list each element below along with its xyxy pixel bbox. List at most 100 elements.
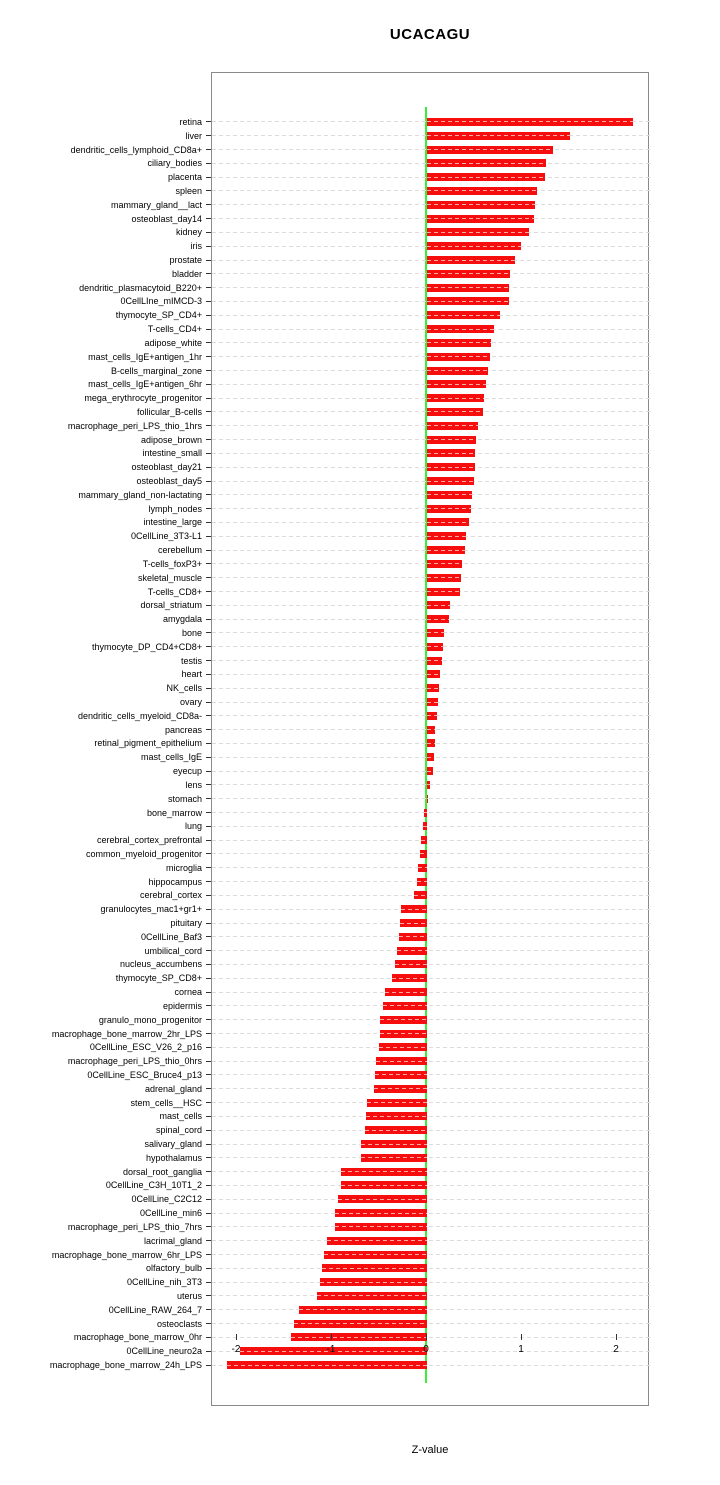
bar-dash-overlay — [427, 604, 450, 606]
bar-dash-overlay — [420, 853, 427, 855]
y-axis-tick — [206, 1198, 211, 1200]
category-label: bladder — [171, 268, 202, 279]
bar — [227, 1361, 427, 1370]
bar — [427, 780, 430, 789]
row-gridline — [212, 1267, 650, 1269]
category-label: adipose_brown — [140, 434, 202, 445]
bar — [427, 615, 449, 624]
row-gridline — [212, 1295, 650, 1297]
bar-row: 0CellLine_RAW_264_7 — [109, 1303, 650, 1317]
bar-dash-overlay — [427, 190, 538, 192]
y-axis-tick — [206, 770, 211, 772]
y-axis-tick — [206, 1295, 211, 1297]
y-axis-tick — [206, 894, 211, 896]
y-axis-tick — [206, 867, 211, 869]
bar-dash-overlay — [427, 383, 486, 385]
y-axis-tick — [206, 1102, 211, 1104]
bar — [427, 435, 477, 444]
row-gridline — [212, 1088, 650, 1090]
bar-dash-overlay — [427, 673, 441, 675]
y-axis-tick — [206, 1309, 211, 1311]
bar-dash-overlay — [427, 480, 474, 482]
y-axis-tick — [206, 342, 211, 344]
y-axis-tick — [206, 908, 211, 910]
y-axis-tick — [206, 452, 211, 454]
bar-row: mega_erythrocyte_progenitor — [84, 391, 650, 405]
bar-row: mast_cells — [159, 1110, 650, 1124]
category-label: adipose_white — [144, 337, 202, 348]
bar-dash-overlay — [385, 991, 427, 993]
bar — [427, 725, 435, 734]
category-label: granulocytes_mac1+gr1+ — [100, 904, 202, 915]
bar — [319, 1278, 427, 1287]
y-axis-tick — [206, 1019, 211, 1021]
y-axis-tick — [206, 508, 211, 510]
category-label: follicular_B-cells — [136, 406, 202, 417]
category-label: 0CellLine_min6 — [139, 1208, 202, 1219]
row-gridline — [212, 798, 650, 800]
bar-row: testis — [181, 654, 650, 668]
category-label: 0CellLine_C2C12 — [131, 1194, 202, 1205]
bar-dash-overlay — [427, 687, 440, 689]
bar-row: 0CellLIne_mIMCD-3 — [120, 295, 650, 309]
category-label: microglia — [165, 862, 202, 873]
bar-dash-overlay — [416, 881, 427, 883]
bar-dash-overlay — [391, 977, 427, 979]
bar — [385, 988, 427, 997]
row-gridline — [212, 1060, 650, 1062]
category-label: macrophage_bone_marrow_0hr — [73, 1332, 202, 1343]
y-axis-tick — [206, 1046, 211, 1048]
bar-dash-overlay — [291, 1336, 427, 1338]
category-label: cerebral_cortex_prefrontal — [96, 835, 202, 846]
bar — [424, 808, 427, 817]
category-label: granulo_mono_progenitor — [98, 1014, 202, 1025]
bar — [327, 1236, 427, 1245]
bar-dash-overlay — [427, 549, 465, 551]
row-gridline — [212, 977, 650, 979]
bar — [401, 905, 427, 914]
bar-row: uterus — [177, 1289, 650, 1303]
y-axis-tick — [206, 1323, 211, 1325]
category-label: osteoblast_day14 — [131, 213, 202, 224]
y-axis-tick — [206, 632, 211, 634]
bar — [293, 1319, 427, 1328]
bar-dash-overlay — [427, 231, 529, 233]
y-axis-tick — [206, 977, 211, 979]
row-gridline — [212, 1074, 650, 1076]
bar-dash-overlay — [319, 1281, 427, 1283]
x-axis-tick — [521, 1334, 523, 1340]
category-label: dorsal_striatum — [140, 600, 202, 611]
y-axis-tick — [206, 1254, 211, 1256]
row-gridline — [212, 1102, 650, 1104]
bar-dash-overlay — [367, 1102, 427, 1104]
bar-dash-overlay — [383, 1005, 427, 1007]
category-label: hippocampus — [148, 876, 202, 887]
y-axis-tick — [206, 397, 211, 399]
bar — [427, 352, 490, 361]
plot-area: retina liver dendritic_cells_lymphoid_CD8a… — [50, 72, 650, 1406]
bar — [427, 711, 437, 720]
y-axis-tick — [206, 729, 211, 731]
bar — [361, 1140, 427, 1149]
y-axis-tick — [206, 1226, 211, 1228]
bar-row: cerebral_cortex — [140, 889, 650, 903]
bar — [378, 1043, 427, 1052]
bar-row: thymocyte_SP_CD8+ — [116, 971, 650, 985]
bar-row: dendritic_plasmacytoid_B220+ — [79, 281, 650, 295]
category-label: pituitary — [170, 918, 202, 929]
bar — [427, 186, 538, 195]
bar-row: macrophage_bone_marrow_6hr_LPS — [52, 1248, 650, 1262]
bar-dash-overlay — [427, 715, 437, 717]
category-label: intestine_small — [142, 448, 202, 459]
bar — [420, 849, 427, 858]
bar-dash-overlay — [423, 825, 427, 827]
category-label: iris — [190, 241, 203, 252]
y-axis-tick — [206, 1088, 211, 1090]
y-axis-tick — [206, 660, 211, 662]
category-label: T-cells_CD8+ — [147, 586, 202, 597]
bar-row: mammary_gland__lact — [111, 198, 650, 212]
y-axis-tick — [206, 812, 211, 814]
x-axis-title: Z-value — [411, 1444, 449, 1456]
category-label: ciliary_bodies — [147, 158, 202, 169]
row-gridline — [212, 881, 650, 883]
